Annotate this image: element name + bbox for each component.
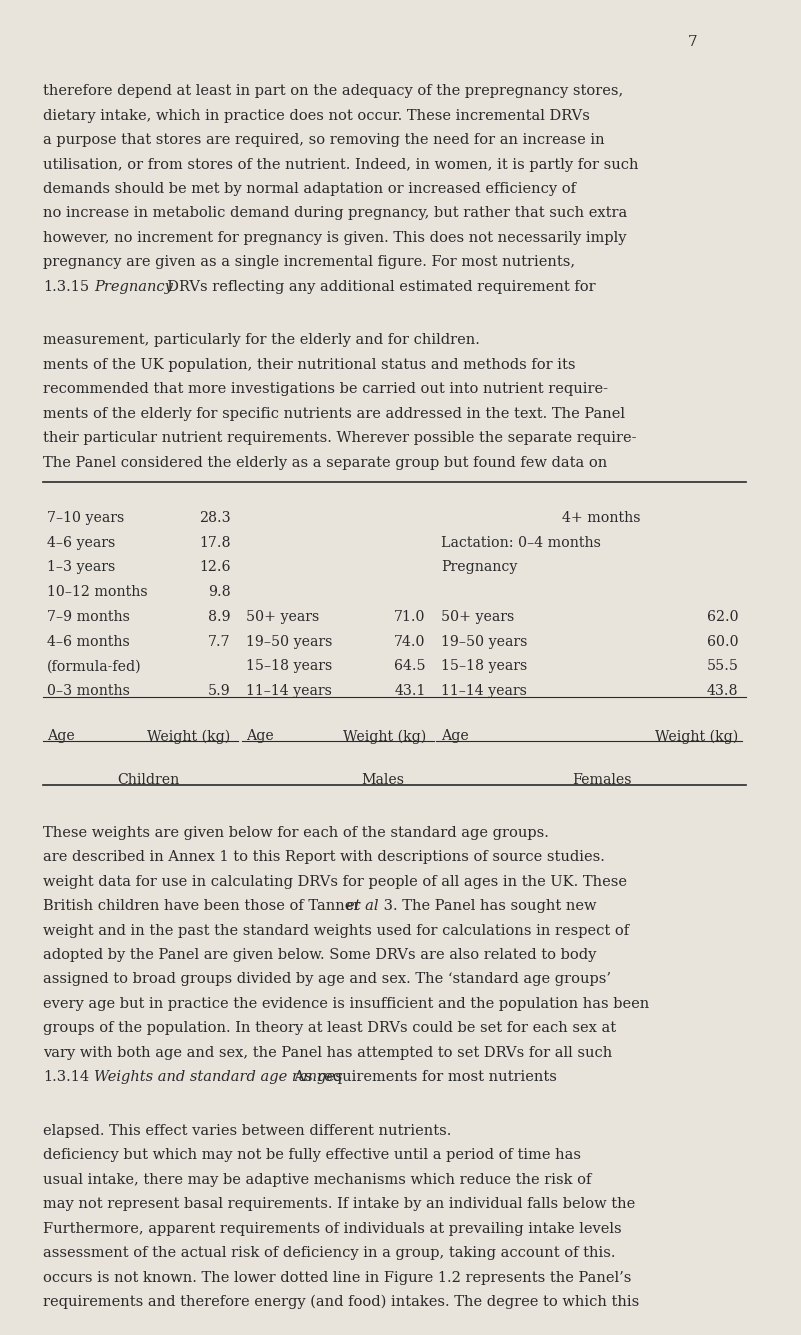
Text: 1–3 years: 1–3 years — [47, 561, 115, 574]
Text: therefore depend at least in part on the adequacy of the prepregnancy stores,: therefore depend at least in part on the… — [43, 84, 623, 99]
Text: 19–50 years: 19–50 years — [441, 634, 528, 649]
Text: 10–12 months: 10–12 months — [47, 585, 147, 599]
Text: recommended that more investigations be carried out into nutrient require-: recommended that more investigations be … — [43, 382, 608, 396]
Text: The Panel considered the elderly as a separate group but found few data on: The Panel considered the elderly as a se… — [43, 455, 607, 470]
Text: 50+ years: 50+ years — [441, 610, 515, 623]
Text: Age: Age — [246, 729, 274, 744]
Text: groups of the population. In theory at least DRVs could be set for each sex at: groups of the population. In theory at l… — [43, 1021, 616, 1035]
Text: elapsed. This effect varies between different nutrients.: elapsed. This effect varies between diff… — [43, 1124, 451, 1137]
Text: 28.3: 28.3 — [199, 511, 231, 525]
Text: 7–10 years: 7–10 years — [47, 511, 124, 525]
Text: 11–14 years: 11–14 years — [246, 684, 332, 698]
Text: Weights and standard age ranges: Weights and standard age ranges — [94, 1071, 342, 1084]
Text: Age: Age — [47, 729, 74, 744]
Text: DRVs reflecting any additional estimated requirement for: DRVs reflecting any additional estimated… — [158, 280, 595, 294]
Text: occurs is not known. The lower dotted line in Figure 1.2 represents the Panel’s: occurs is not known. The lower dotted li… — [43, 1271, 631, 1284]
Text: their particular nutrient requirements. Wherever possible the separate require-: their particular nutrient requirements. … — [43, 431, 637, 445]
Text: no increase in metabolic demand during pregnancy, but rather that such extra: no increase in metabolic demand during p… — [43, 207, 627, 220]
Text: ments of the elderly for specific nutrients are addressed in the text. The Panel: ments of the elderly for specific nutrie… — [43, 407, 625, 421]
Text: Children: Children — [117, 773, 179, 788]
Text: 62.0: 62.0 — [706, 610, 739, 623]
Text: pregnancy are given as a single incremental figure. For most nutrients,: pregnancy are given as a single incremen… — [43, 255, 575, 270]
Text: 60.0: 60.0 — [706, 634, 739, 649]
Text: 4–6 months: 4–6 months — [47, 634, 130, 649]
Text: demands should be met by normal adaptation or increased efficiency of: demands should be met by normal adaptati… — [43, 182, 576, 196]
Text: Furthermore, apparent requirements of individuals at prevailing intake levels: Furthermore, apparent requirements of in… — [43, 1222, 622, 1236]
Text: adopted by the Panel are given below. Some DRVs are also related to body: adopted by the Panel are given below. So… — [43, 948, 597, 963]
Text: Lactation: 0–4 months: Lactation: 0–4 months — [441, 535, 602, 550]
Text: 7–9 months: 7–9 months — [47, 610, 130, 623]
Text: 15–18 years: 15–18 years — [246, 659, 332, 673]
Text: Weight (kg): Weight (kg) — [343, 729, 426, 744]
Text: 7: 7 — [687, 35, 697, 48]
Text: however, no increment for pregnancy is given. This does not necessarily imply: however, no increment for pregnancy is g… — [43, 231, 626, 244]
Text: 3. The Panel has sought new: 3. The Panel has sought new — [379, 900, 597, 913]
Text: measurement, particularly for the elderly and for children.: measurement, particularly for the elderl… — [43, 334, 480, 347]
Text: 8.9: 8.9 — [208, 610, 231, 623]
Text: 43.1: 43.1 — [394, 684, 426, 698]
Text: assessment of the actual risk of deficiency in a group, taking account of this.: assessment of the actual risk of deficie… — [43, 1246, 615, 1260]
Text: requirements and therefore energy (and food) intakes. The degree to which this: requirements and therefore energy (and f… — [43, 1295, 639, 1310]
Text: et al: et al — [346, 900, 379, 913]
Text: British children have been those of Tanner: British children have been those of Tann… — [43, 900, 365, 913]
Text: Males: Males — [361, 773, 405, 788]
Text: 7.7: 7.7 — [208, 634, 231, 649]
Text: 50+ years: 50+ years — [246, 610, 320, 623]
Text: dietary intake, which in practice does not occur. These incremental DRVs: dietary intake, which in practice does n… — [43, 108, 590, 123]
Text: a purpose that stores are required, so removing the need for an increase in: a purpose that stores are required, so r… — [43, 134, 605, 147]
Text: may not represent basal requirements. If intake by an individual falls below the: may not represent basal requirements. If… — [43, 1197, 635, 1211]
Text: 43.8: 43.8 — [707, 684, 739, 698]
Text: Weight (kg): Weight (kg) — [147, 729, 231, 744]
Text: weight data for use in calculating DRVs for people of all ages in the UK. These: weight data for use in calculating DRVs … — [43, 874, 627, 889]
Text: 11–14 years: 11–14 years — [441, 684, 527, 698]
Text: every age but in practice the evidence is insufficient and the population has be: every age but in practice the evidence i… — [43, 997, 650, 1011]
Text: usual intake, there may be adaptive mechanisms which reduce the risk of: usual intake, there may be adaptive mech… — [43, 1173, 591, 1187]
Text: 1.3.15: 1.3.15 — [43, 280, 89, 294]
Text: deficiency but which may not be fully effective until a period of time has: deficiency but which may not be fully ef… — [43, 1148, 581, 1163]
Text: Females: Females — [572, 773, 631, 788]
Text: 71.0: 71.0 — [394, 610, 426, 623]
Text: Pregnancy: Pregnancy — [441, 561, 518, 574]
Text: 4+ months: 4+ months — [562, 511, 641, 525]
Text: 12.6: 12.6 — [199, 561, 231, 574]
Text: vary with both age and sex, the Panel has attempted to set DRVs for all such: vary with both age and sex, the Panel ha… — [43, 1045, 612, 1060]
Text: 5.9: 5.9 — [207, 684, 231, 698]
Text: Weight (kg): Weight (kg) — [655, 729, 739, 744]
Text: weight and in the past the standard weights used for calculations in respect of: weight and in the past the standard weig… — [43, 924, 629, 937]
Text: Pregnancy: Pregnancy — [94, 280, 173, 294]
Text: 64.5: 64.5 — [394, 659, 426, 673]
Text: As requirements for most nutrients: As requirements for most nutrients — [285, 1071, 557, 1084]
Text: ments of the UK population, their nutritional status and methods for its: ments of the UK population, their nutrit… — [43, 358, 575, 372]
Text: assigned to broad groups divided by age and sex. The ‘standard age groups’: assigned to broad groups divided by age … — [43, 972, 611, 987]
Text: Age: Age — [441, 729, 469, 744]
Text: 17.8: 17.8 — [199, 535, 231, 550]
Text: (formula-fed): (formula-fed) — [47, 659, 142, 673]
Text: 4–6 years: 4–6 years — [47, 535, 115, 550]
Text: utilisation, or from stores of the nutrient. Indeed, in women, it is partly for : utilisation, or from stores of the nutri… — [43, 158, 638, 171]
Text: 1.3.14: 1.3.14 — [43, 1071, 89, 1084]
Text: 74.0: 74.0 — [394, 634, 426, 649]
Text: 19–50 years: 19–50 years — [246, 634, 332, 649]
Text: are described in Annex 1 to this Report with descriptions of source studies.: are described in Annex 1 to this Report … — [43, 850, 605, 864]
Text: 55.5: 55.5 — [706, 659, 739, 673]
Text: These weights are given below for each of the standard age groups.: These weights are given below for each o… — [43, 826, 549, 840]
Text: 15–18 years: 15–18 years — [441, 659, 528, 673]
Text: 0–3 months: 0–3 months — [47, 684, 130, 698]
Text: 9.8: 9.8 — [208, 585, 231, 599]
